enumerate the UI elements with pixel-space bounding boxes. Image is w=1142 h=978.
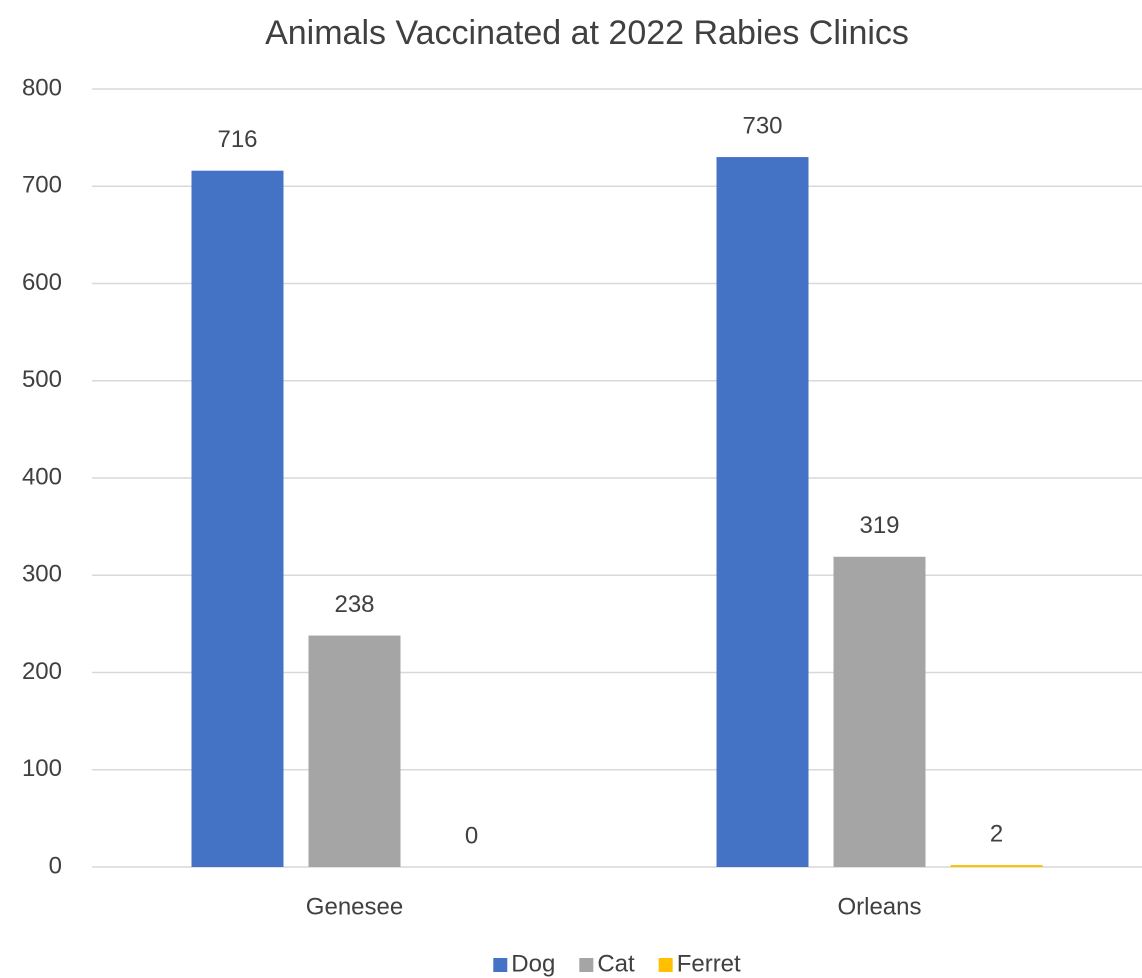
bar: [308, 635, 401, 867]
legend-label: Ferret: [677, 950, 741, 977]
y-tick-label: 200: [22, 658, 62, 685]
x-tick-label: Orleans: [837, 893, 921, 920]
data-label: 319: [859, 512, 899, 539]
bar: [191, 170, 284, 867]
y-tick-label: 300: [22, 561, 62, 588]
x-tick-label: Genesee: [306, 893, 403, 920]
legend-swatch: [579, 958, 594, 972]
data-label: 238: [334, 591, 374, 618]
y-tick-label: 800: [22, 74, 62, 101]
legend-swatch: [658, 958, 673, 972]
data-label: 0: [465, 822, 478, 849]
y-tick-label: 700: [22, 172, 62, 199]
y-tick-label: 100: [22, 755, 62, 782]
legend-label: Cat: [597, 950, 635, 977]
bar: [833, 556, 926, 867]
legend-label: Dog: [511, 950, 555, 977]
data-label: 2: [990, 820, 1003, 847]
y-tick-label: 500: [22, 366, 62, 393]
chart-title: Animals Vaccinated at 2022 Rabies Clinic…: [265, 14, 909, 52]
legend-swatch: [493, 958, 508, 972]
data-label: 730: [742, 112, 782, 139]
bar: [716, 157, 809, 867]
bar: [950, 865, 1043, 867]
y-tick-label: 0: [49, 852, 62, 879]
y-tick-label: 400: [22, 463, 62, 490]
y-tick-label: 600: [22, 269, 62, 296]
data-label: 716: [217, 126, 257, 153]
